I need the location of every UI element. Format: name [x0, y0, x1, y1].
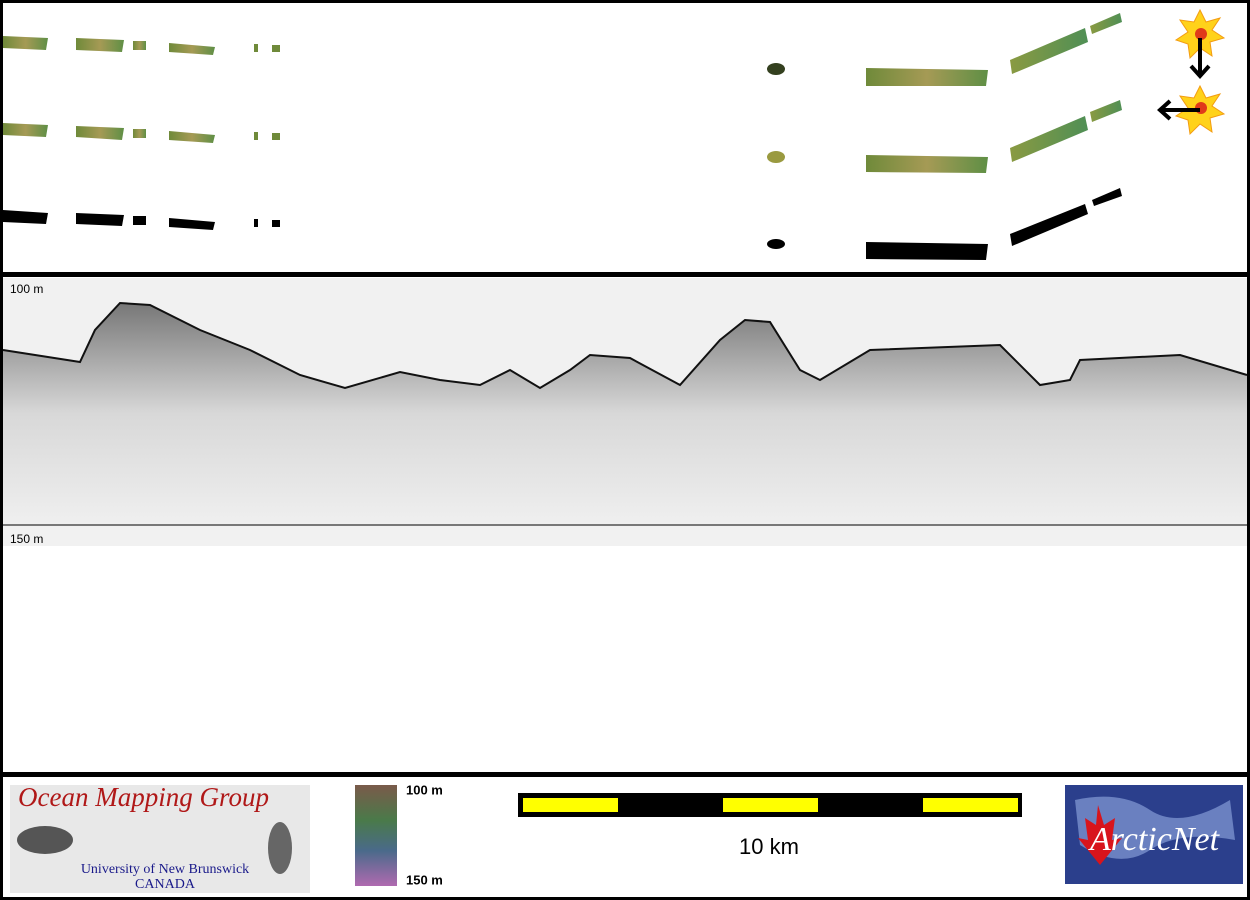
swath-strips [3, 13, 1122, 260]
legend-top-label: 100 m [406, 782, 443, 797]
profile-bottom-label: 150 m [10, 532, 43, 546]
omg-line1: University of New Brunswick [81, 862, 249, 877]
direction-icons [1157, 8, 1226, 136]
arcticnet-title: ArcticNet [1088, 821, 1221, 858]
legend-bottom-label: 150 m [406, 872, 443, 887]
scale-bar [518, 793, 1022, 817]
omg-line2: CANADA [135, 877, 196, 892]
scale-bar-segment [923, 798, 1018, 812]
seabed-line [2, 301, 1248, 390]
profile-top-label: 100 m [10, 282, 43, 296]
color-legend-bar [355, 785, 397, 886]
omg-title: Ocean Mapping Group [18, 782, 269, 812]
scale-bar-segment [723, 798, 818, 812]
omg-logo-sonar [268, 822, 292, 874]
seabed-echo [3, 303, 1247, 524]
scale-bar-segment [523, 798, 618, 812]
omg-logo: Ocean Mapping Group University of New Br… [10, 782, 310, 893]
omg-logo-sonar [17, 826, 73, 854]
arcticnet-logo: ArcticNet [1065, 785, 1243, 884]
scale-bar-label: 10 km [739, 834, 799, 859]
arcticnet-leaf [1078, 805, 1122, 865]
